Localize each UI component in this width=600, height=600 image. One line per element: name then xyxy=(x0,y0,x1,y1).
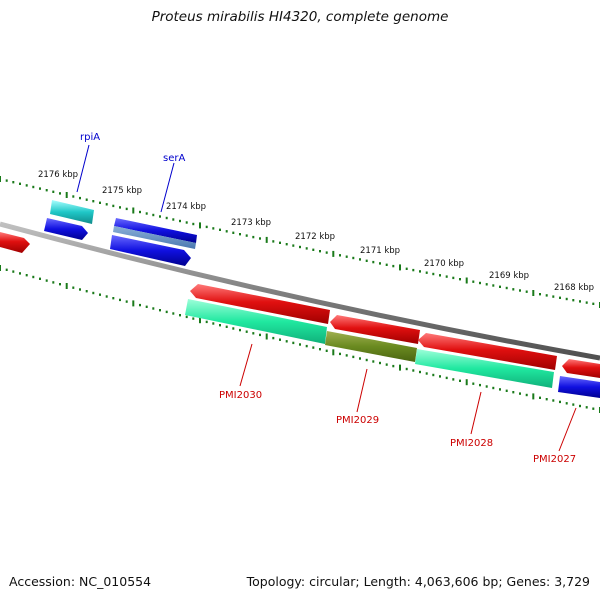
PMI2029-overlap-bar[interactable] xyxy=(325,331,417,362)
PMI2028-gene-bar[interactable] xyxy=(415,349,554,388)
PMI2030-cds-arrow[interactable] xyxy=(190,284,330,324)
PMI2028-cds-arrow[interactable] xyxy=(418,333,557,370)
rpiA-cds-arrow[interactable] xyxy=(44,218,88,240)
scale-label-2172: 2172 kbp xyxy=(295,232,335,242)
upper-tick-row xyxy=(0,176,600,308)
serA-cds-arrow[interactable] xyxy=(110,235,191,266)
PMI2029-leader-line xyxy=(356,368,368,413)
PMI2027-cds-arrow[interactable] xyxy=(562,359,600,378)
PMI2030-label[interactable]: PMI2030 xyxy=(219,390,262,401)
rpiA-label[interactable]: rpiA xyxy=(80,132,100,143)
scale-label-2169: 2169 kbp xyxy=(489,271,529,281)
PMI2030-gene-bar[interactable] xyxy=(185,299,327,344)
scale-label-2174: 2174 kbp xyxy=(166,202,206,212)
serA-leader-line xyxy=(160,162,175,213)
PMI2027-label[interactable]: PMI2027 xyxy=(533,454,576,465)
serA-cds-bar[interactable] xyxy=(114,218,197,243)
accession-text: Accession: NC_010554 xyxy=(9,574,152,589)
scale-label-2175: 2175 kbp xyxy=(102,186,142,196)
topology-info-text: Topology: circular; Length: 4,063,606 bp… xyxy=(246,574,590,589)
PMI2028-label[interactable]: PMI2028 xyxy=(450,438,493,449)
rpiA-gene-bar[interactable] xyxy=(50,200,94,224)
PMI2030-leader-line xyxy=(239,343,253,387)
scale-label-2170: 2170 kbp xyxy=(424,259,464,269)
map-title: Proteus mirabilis HI4320, complete genom… xyxy=(151,9,449,25)
scale-label-2171: 2171 kbp xyxy=(360,246,400,256)
scale-label-2176: 2176 kbp xyxy=(38,170,78,180)
PMI2028-leader-line xyxy=(470,391,482,435)
PMI2027-gene-bar[interactable] xyxy=(558,376,600,398)
reverse-cds-partial-left[interactable] xyxy=(0,232,30,253)
PMI2029-label[interactable]: PMI2029 xyxy=(336,415,379,426)
PMI2027-leader-line xyxy=(558,407,577,452)
scale-label-2173: 2173 kbp xyxy=(231,218,271,228)
genome-backbone xyxy=(0,221,600,361)
scale-label-2168: 2168 kbp xyxy=(554,283,594,293)
PMI2029-cds-arrow[interactable] xyxy=(330,315,420,344)
serA-gene-bar[interactable] xyxy=(113,226,196,249)
rpiA-leader-line xyxy=(76,144,90,193)
serA-label[interactable]: serA xyxy=(163,153,185,164)
lower-tick-row xyxy=(0,265,600,413)
